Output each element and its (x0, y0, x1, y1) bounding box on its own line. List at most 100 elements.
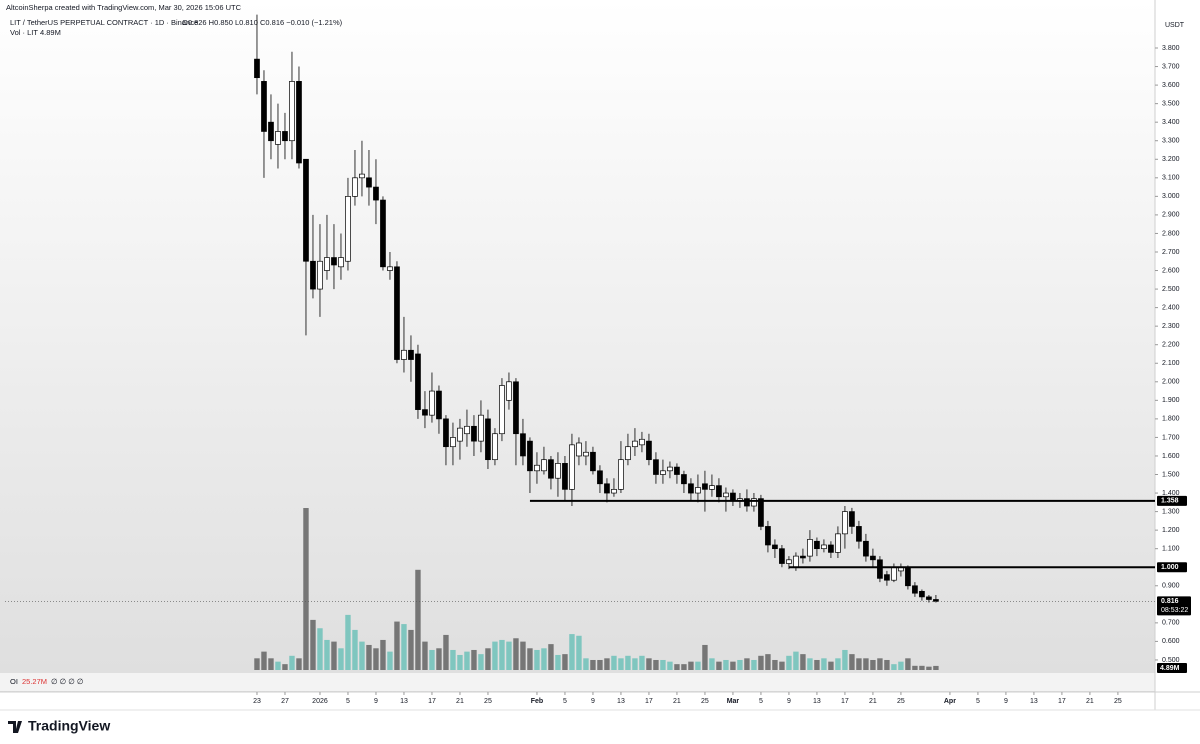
candle-body (254, 58, 260, 79)
x-tick-label: 13 (813, 698, 821, 705)
y-tick-label: 1.700 (1162, 434, 1180, 441)
plot-background (0, 0, 1155, 692)
candle-body (352, 177, 358, 197)
x-tick-label: 9 (1004, 698, 1008, 705)
volume-bar (807, 658, 813, 670)
y-tick-label: 1.200 (1162, 527, 1180, 534)
volume-bar (289, 655, 295, 670)
volume-bar (275, 661, 281, 670)
candle-body (303, 158, 309, 262)
x-tick-label: Apr (944, 698, 956, 705)
candle-body (527, 440, 533, 472)
volume-bar (422, 641, 428, 670)
volume-bar (590, 659, 596, 670)
volume-bar (520, 641, 526, 670)
volume-bar (842, 649, 848, 670)
volume-bar (604, 658, 610, 670)
candle-body (310, 260, 316, 290)
candle-body (268, 121, 274, 142)
level-label-box (1157, 495, 1187, 506)
y-tick-label: 1.800 (1162, 416, 1180, 423)
volume-bar (814, 659, 820, 670)
candle-body (618, 459, 624, 490)
candle-body (758, 498, 764, 527)
x-tick-label: 5 (346, 698, 350, 705)
candle-body (464, 425, 470, 435)
candle-body (877, 559, 883, 579)
volume-bar (793, 651, 799, 670)
y-tick-label: 0.600 (1162, 638, 1180, 645)
candle-body (583, 451, 589, 457)
candle-body (562, 463, 568, 490)
credit: AltcoinSherpa created with TradingView.c… (6, 3, 242, 12)
candle-body (380, 199, 386, 268)
candle-body (296, 81, 302, 164)
volume-bar (597, 659, 603, 670)
volume-bar (345, 614, 351, 670)
currency: USDT (1165, 22, 1185, 29)
volume-bar (919, 665, 925, 670)
y-tick-label: 2.000 (1162, 379, 1180, 386)
x-tick-label: 13 (617, 698, 625, 705)
y-tick-label: 0.900 (1162, 583, 1180, 590)
x-tick-label: 25 (701, 698, 709, 705)
volume-bar (282, 664, 288, 670)
volume-bar (415, 569, 421, 670)
volume-bar (583, 658, 589, 670)
volume-bar (317, 628, 323, 670)
volume-bar (730, 661, 736, 670)
candle-body (639, 438, 645, 446)
candle-body (569, 444, 575, 490)
candle-body (338, 257, 344, 268)
volume-bar (688, 661, 694, 670)
x-tick-label: Mar (727, 698, 740, 705)
candle-body (646, 440, 652, 461)
volume-bar (716, 661, 722, 670)
y-tick-label: 1.400 (1162, 490, 1180, 497)
candle-body (800, 555, 806, 559)
volume-bar (338, 648, 344, 670)
candle-body (723, 492, 729, 498)
volume-bar (296, 658, 302, 670)
candle-body (324, 257, 330, 271)
candle-body (905, 566, 911, 587)
candle-body (828, 544, 834, 553)
candle-body (842, 511, 848, 535)
candle-body (289, 81, 295, 142)
volume-bar (268, 658, 274, 670)
last-price-label: 0.816 (1161, 598, 1179, 605)
candle-body (548, 459, 554, 479)
volume-bar (800, 654, 806, 670)
volume-bar (611, 655, 617, 670)
candle-body (506, 381, 512, 401)
candle-body (807, 539, 813, 557)
candle-body (674, 466, 680, 475)
volume-bar (786, 655, 792, 670)
candle-body (870, 555, 876, 561)
candle-body (681, 474, 687, 485)
x-tick-label: 13 (400, 698, 408, 705)
volume-bar (681, 664, 687, 670)
y-tick-label: 2.700 (1162, 249, 1180, 256)
volume-bar (751, 659, 757, 670)
candle-body (366, 177, 372, 188)
volume-bar (513, 638, 519, 670)
volume-bar (303, 508, 309, 670)
candle-body (744, 498, 750, 507)
candle-body (765, 526, 771, 546)
volume-bar (373, 648, 379, 670)
volume-bar (436, 648, 442, 670)
volume-label-box (1157, 663, 1187, 673)
volume-bar (359, 641, 365, 670)
y-tick-label: 2.500 (1162, 286, 1180, 293)
brand: TradingView (28, 718, 110, 734)
volume-value: 4.89M (40, 28, 61, 37)
volume-bar (765, 654, 771, 670)
y-tick-label: 3.100 (1162, 175, 1180, 182)
candle-body (429, 390, 435, 416)
x-tick-label: 21 (673, 698, 681, 705)
candle-body (457, 427, 463, 442)
level-label-box (1157, 562, 1187, 573)
volume-bar (457, 654, 463, 670)
volume-bar (912, 665, 918, 670)
